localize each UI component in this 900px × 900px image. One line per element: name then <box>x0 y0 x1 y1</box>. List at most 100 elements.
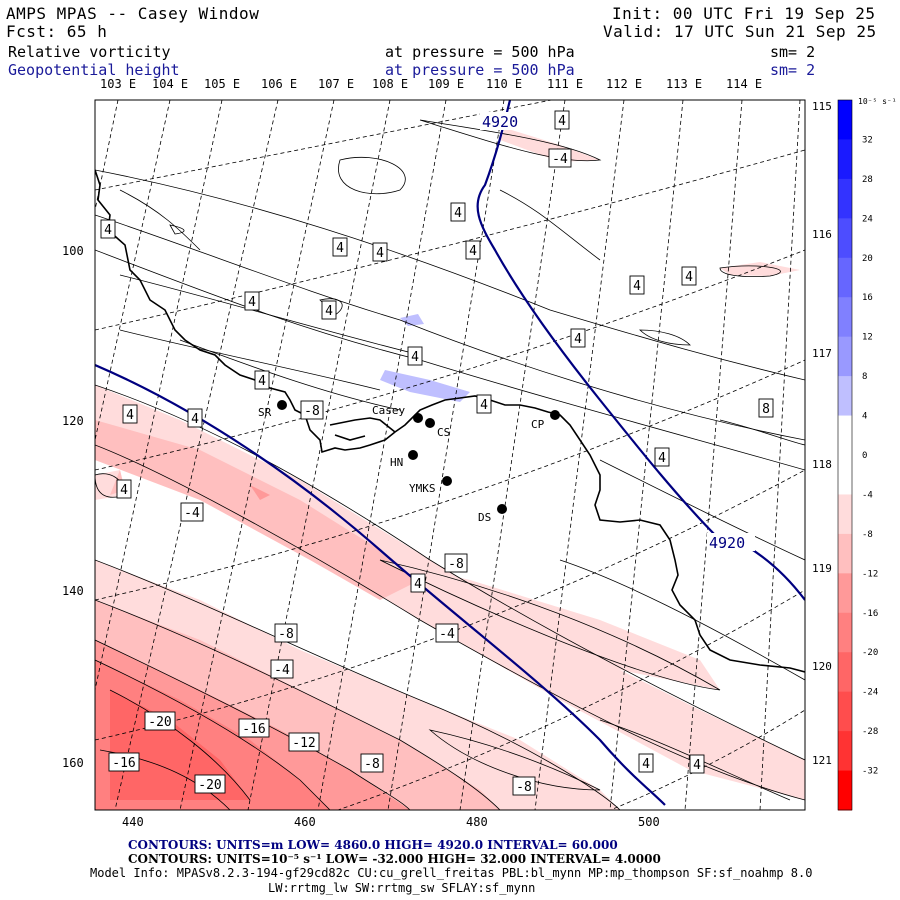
vorticity-label-box: 4 <box>332 237 348 257</box>
station-marker[interactable] <box>408 450 418 460</box>
vorticity-label-box: -16 <box>108 752 140 772</box>
vorticity-label-box: -8 <box>444 553 468 573</box>
station-marker[interactable] <box>425 418 435 428</box>
colorbar-tick: 4 <box>862 412 867 422</box>
colorbar-tick: 0 <box>862 451 867 461</box>
colorbar-tick: -16 <box>862 609 878 619</box>
station-marker[interactable] <box>497 504 507 514</box>
vorticity-label-box: 8 <box>758 398 774 418</box>
model-title: AMPS MPAS -- Casey Window <box>6 4 260 23</box>
vorticity-label: 4 <box>480 398 488 413</box>
colorbar-swatch <box>838 652 852 693</box>
model-info: Model Info: MPASv8.2.3-194-gf29cd82c CU:… <box>90 866 813 880</box>
colorbar-tick: 8 <box>862 372 867 382</box>
vorticity-label-box: 4 <box>654 447 670 467</box>
y-tick: 120 <box>62 414 84 428</box>
colorbar-tick: -12 <box>862 569 878 579</box>
colorbar-swatch <box>838 691 852 732</box>
field1-smoothing: sm= 2 <box>770 43 816 61</box>
y-tick: 140 <box>62 584 84 598</box>
vorticity-label: 4 <box>469 244 477 259</box>
vorticity-label-box: -8 <box>300 400 324 420</box>
colorbar-swatch <box>838 218 852 259</box>
station-label: Casey <box>372 404 405 417</box>
vorticity-label-box: 4 <box>554 110 570 130</box>
vorticity-labels: 4 -4 4 4 4 4 4 4 4 4 4 4 4 4 8 4 -8 4 4 4 4 -4 -8 4 -4 -8 -4 -20 -16… <box>100 110 774 796</box>
lon-label: 113 E <box>666 77 703 91</box>
vorticity-label: 4 <box>325 304 333 319</box>
stations <box>277 400 560 514</box>
station-marker[interactable] <box>277 400 287 410</box>
station-label: HN <box>390 456 403 469</box>
vorticity-contour-info: CONTOURS: UNITS=10⁻⁵ s⁻¹ LOW= -32.000 HI… <box>128 852 661 866</box>
field2-smoothing: sm= 2 <box>770 61 816 79</box>
vorticity-label: 4 <box>336 241 344 256</box>
lon-label: 117 E <box>812 347 845 360</box>
vorticity-label: 4 <box>685 270 693 285</box>
station-label: CP <box>531 418 545 431</box>
station-label: YMKS <box>409 482 436 495</box>
vorticity-label: -20 <box>198 778 221 793</box>
colorbar-swatch <box>838 494 852 535</box>
colorbar-tick: -32 <box>862 767 878 777</box>
colorbar-swatch <box>838 770 852 811</box>
vorticity-label: -12 <box>292 736 315 751</box>
vorticity-label-box: 4 <box>689 754 705 774</box>
station-marker[interactable] <box>550 410 560 420</box>
vorticity-label-box: -4 <box>435 623 459 643</box>
vorticity-label-box: 4 <box>100 219 116 239</box>
vorticity-label: 4 <box>411 350 419 365</box>
vorticity-label: -4 <box>274 663 290 678</box>
vorticity-label-box: 4 <box>465 240 481 260</box>
colorbar-tick: -20 <box>862 648 878 658</box>
vorticity-label: -8 <box>304 404 320 419</box>
vorticity-label-box: -12 <box>288 732 320 752</box>
vorticity-label-box: -4 <box>180 502 204 522</box>
field2-name: Geopotential height <box>8 61 180 79</box>
lon-label: 108 E <box>372 77 409 91</box>
colorbar-tick: 28 <box>862 175 873 185</box>
colorbar-tick: 16 <box>862 293 873 303</box>
lon-label: 112 E <box>606 77 643 91</box>
y-tick: 100 <box>62 244 84 258</box>
colorbar-swatch <box>838 336 852 377</box>
lon-label: 104 E <box>152 77 189 91</box>
model-info-line2: LW:rrtmg_lw SW:rrtmg_sw SFLAY:sf_mynn <box>268 881 536 895</box>
vorticity-label: 4 <box>558 114 566 129</box>
colorbar-swatch <box>838 612 852 653</box>
vorticity-label: -4 <box>439 627 455 642</box>
vorticity-label-box: -8 <box>274 623 298 643</box>
vorticity-label-box: -8 <box>360 753 384 773</box>
vorticity-label-box: 4 <box>187 408 203 428</box>
colorbar-tick: 20 <box>862 254 873 264</box>
vorticity-label: 4 <box>258 374 266 389</box>
vorticity-label-box: -4 <box>270 659 294 679</box>
vorticity-label: 4 <box>633 279 641 294</box>
vorticity-label: 4 <box>126 408 134 423</box>
colorbar-swatch <box>838 455 852 495</box>
field1-name: Relative vorticity <box>8 43 171 61</box>
vorticity-label: 4 <box>574 332 582 347</box>
vorticity-label-box: 4 <box>122 404 138 424</box>
lon-label: 118 E <box>812 458 845 471</box>
vorticity-label-box: 4 <box>244 291 260 311</box>
colorbar-border <box>837 99 853 811</box>
vorticity-label: -20 <box>148 715 171 730</box>
height-contour-info: CONTOURS: UNITS=m LOW= 4860.0 HIGH= 4920… <box>128 838 618 852</box>
vorticity-label-box: 4 <box>410 573 426 593</box>
station-marker[interactable] <box>442 476 452 486</box>
colorbar-tick: -4 <box>862 490 873 500</box>
station-marker[interactable] <box>413 413 423 423</box>
lon-label: 114 E <box>726 77 763 91</box>
vorticity-label: 4 <box>120 483 128 498</box>
x-tick: 500 <box>638 815 660 829</box>
vorticity-label-box: -20 <box>194 774 226 794</box>
vorticity-label: 4 <box>454 206 462 221</box>
colorbar-swatch <box>838 257 852 298</box>
colorbar-tick: 32 <box>862 135 873 145</box>
colorbar-tick: -28 <box>862 727 878 737</box>
colorbar-tick: 24 <box>862 214 873 224</box>
vorticity-label-box: 4 <box>681 266 697 286</box>
y-tick: 160 <box>62 756 84 770</box>
